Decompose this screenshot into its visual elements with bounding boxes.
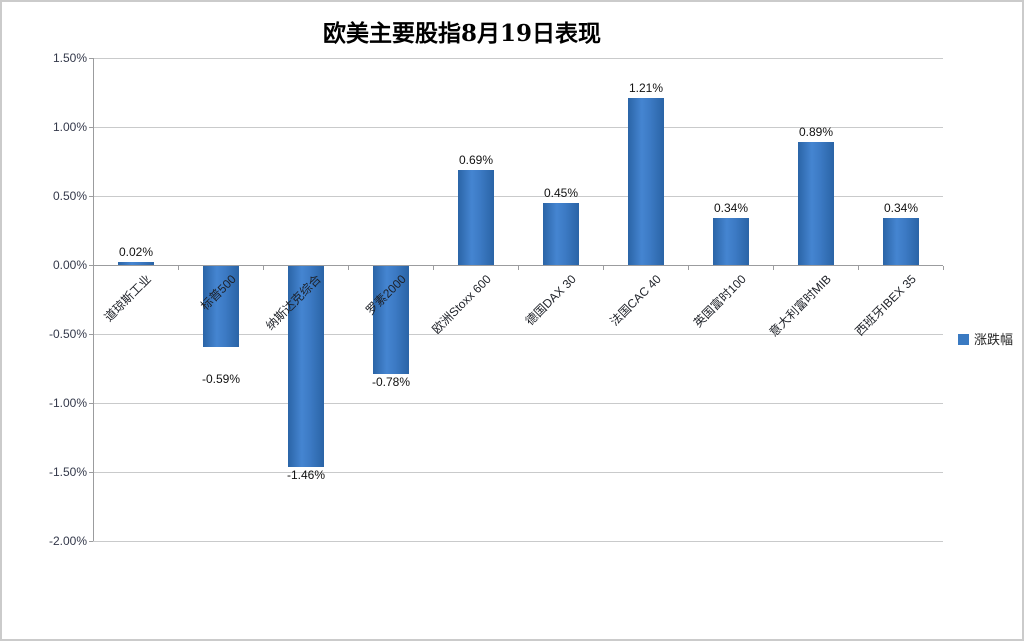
category-label: 德国DAX 30 — [522, 272, 579, 329]
y-gridline — [93, 334, 943, 335]
chart-title: 欧美主要股指8月19日表现 — [322, 20, 601, 47]
y-axis-tick-label: 0.00% — [52, 258, 87, 272]
category-label: 道琼斯工业 — [101, 272, 154, 325]
chart-bar — [203, 266, 239, 347]
x-axis-tick — [603, 266, 604, 270]
chart-bar — [798, 142, 834, 265]
bar-value-label: -1.46% — [286, 468, 326, 482]
category-label: 标普500 — [197, 272, 239, 314]
chart-bar — [373, 266, 409, 374]
bar-value-label: 0.69% — [458, 153, 494, 167]
bar-value-label: 0.89% — [798, 125, 834, 139]
y-axis-tick-label: 1.00% — [52, 120, 87, 134]
chart-bar — [118, 262, 154, 265]
chart-bar — [288, 266, 324, 467]
chart-bar — [458, 170, 494, 265]
y-axis-tick-label: -1.50% — [48, 465, 87, 479]
y-axis-tick — [89, 127, 93, 128]
x-axis-tick — [943, 266, 944, 270]
bar-value-label: 0.34% — [883, 201, 919, 215]
y-axis-tick — [89, 472, 93, 473]
bar-value-label: 0.45% — [543, 186, 579, 200]
legend: 涨跌幅 — [958, 332, 1013, 347]
y-gridline — [93, 58, 943, 59]
x-axis-tick — [858, 266, 859, 270]
y-axis-tick-label: 0.50% — [52, 189, 87, 203]
x-axis-tick — [178, 266, 179, 270]
x-axis-tick — [688, 266, 689, 270]
legend-label: 涨跌幅 — [974, 332, 1014, 347]
y-axis-tick — [89, 265, 93, 266]
y-axis-tick — [89, 334, 93, 335]
x-axis-tick — [433, 266, 434, 270]
bar-value-label: 0.34% — [713, 201, 749, 215]
y-axis-tick — [89, 196, 93, 197]
y-axis-tick-label: -1.00% — [48, 396, 87, 410]
y-gridline — [93, 196, 943, 197]
chart-bar — [713, 218, 749, 265]
bar-value-label: 1.21% — [628, 81, 664, 95]
chart-bar — [628, 98, 664, 265]
x-axis-zero-line — [93, 265, 943, 266]
y-axis-tick — [89, 58, 93, 59]
chart-bar — [543, 203, 579, 265]
y-axis-line — [93, 58, 94, 541]
y-axis-tick-label: 1.50% — [52, 51, 87, 65]
x-axis-tick — [348, 266, 349, 270]
category-label: 英国富时100 — [690, 272, 749, 331]
bar-value-label: -0.78% — [371, 375, 411, 389]
legend-swatch-icon — [958, 334, 969, 345]
y-axis-tick — [89, 403, 93, 404]
category-label: 法国CAC 40 — [607, 272, 664, 329]
x-axis-tick — [773, 266, 774, 270]
y-axis-tick-label: -0.50% — [48, 327, 87, 341]
bar-value-label: 0.02% — [118, 245, 154, 259]
x-axis-tick — [263, 266, 264, 270]
category-label: 西班牙IBEX 35 — [852, 272, 919, 339]
y-gridline — [93, 127, 943, 128]
y-axis-tick — [89, 541, 93, 542]
y-axis-tick-label: -2.00% — [48, 534, 87, 548]
x-axis-tick — [518, 266, 519, 270]
y-gridline — [93, 541, 943, 542]
bar-value-label: -0.59% — [201, 372, 241, 386]
category-label: 欧洲Stoxx 600 — [429, 272, 494, 337]
y-gridline — [93, 472, 943, 473]
y-gridline — [93, 403, 943, 404]
category-label: 意大利富时MIB — [766, 272, 834, 340]
x-axis-tick — [93, 266, 94, 270]
chart-bar — [883, 218, 919, 265]
